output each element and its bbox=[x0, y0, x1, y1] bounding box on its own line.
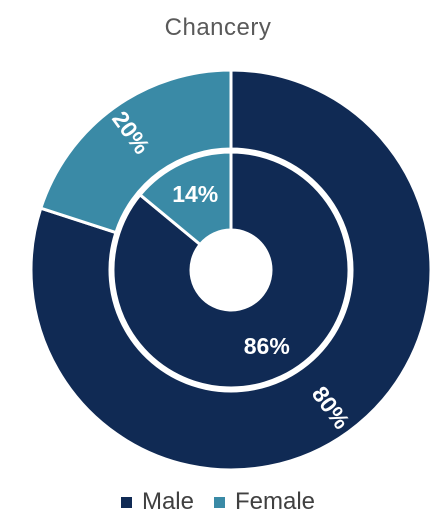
inner-ring-label-male: 86% bbox=[244, 333, 290, 359]
chart-title: Chancery bbox=[164, 14, 272, 41]
legend-label-female: Female bbox=[235, 488, 316, 515]
inner-ring-slice-female bbox=[137, 150, 233, 247]
legend-item-female: Female bbox=[214, 488, 315, 516]
chart-legend: Male Female bbox=[0, 488, 436, 516]
legend-item-male: Male bbox=[120, 488, 194, 516]
inner-ring-slice-male bbox=[111, 150, 351, 390]
outer-ring-slice-female bbox=[38, 68, 233, 235]
legend-label-male: Male bbox=[141, 488, 194, 515]
legend-swatch-male bbox=[120, 496, 132, 508]
outer-ring-slice-male bbox=[29, 68, 433, 472]
legend-swatch-female bbox=[214, 496, 225, 508]
inner-ring-label-female: 14% bbox=[172, 181, 218, 207]
